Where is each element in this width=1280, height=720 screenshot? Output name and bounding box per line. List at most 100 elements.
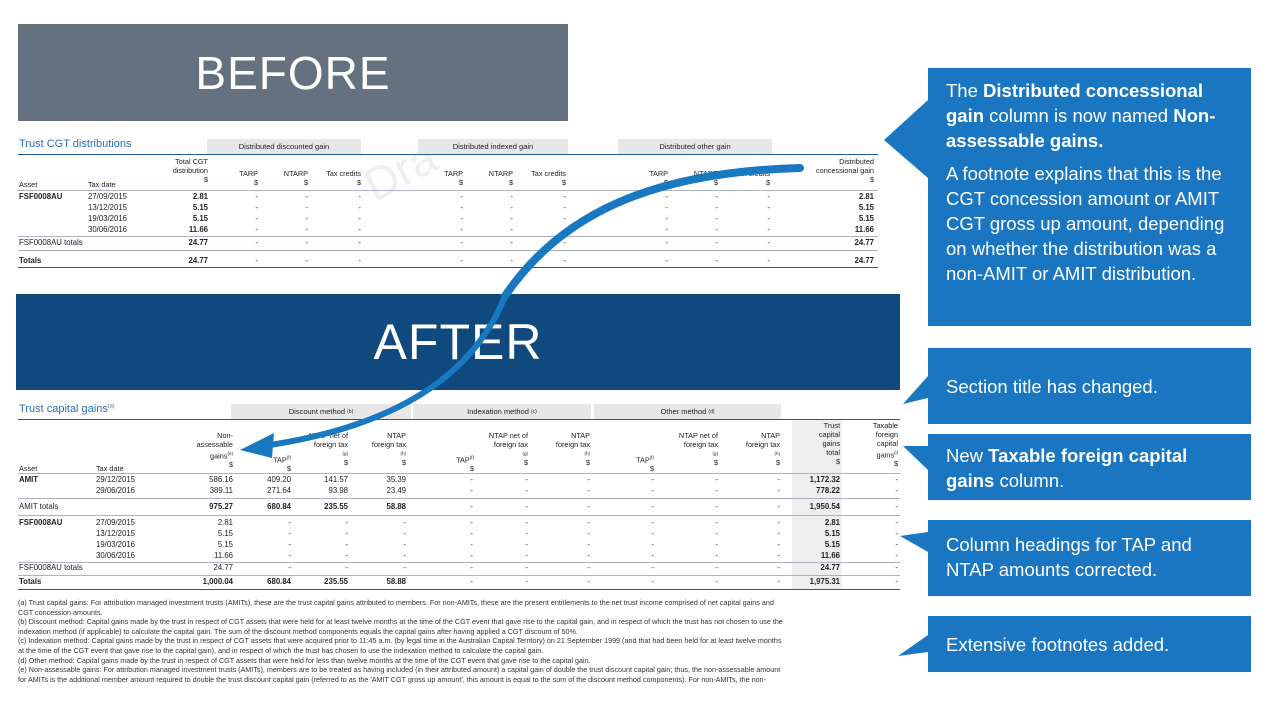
after-row-dash: - [651,502,654,511]
callout-1: The Distributed concessional gain column… [928,68,1251,326]
before-row-dash: - [767,225,770,234]
after-row-tap: 680.84 [267,577,291,586]
after-row-dash: - [587,529,590,538]
before-subtotal-label: FSF0008AU totals [19,238,83,247]
footnote-line: (c) Indexation method: Capital gains mad… [18,636,782,646]
after-row-trust-total: 1,975.31 [809,577,840,586]
before-subtotal-dash: - [767,238,770,247]
after-row-dash: - [470,529,473,538]
before-row-total: 11.66 [188,225,208,234]
after-table-title: Trust capital gains(a) [19,403,115,415]
after-row-dash: - [777,563,780,572]
after-row-taxable-foreign: - [895,529,898,538]
callout-3-pointer [903,446,928,470]
after-row-date: 19/03/2016 [96,540,136,549]
after-row-ntap-net: 141.57 [324,475,348,484]
before-row-distributed: 5.15 [858,214,874,223]
before-row-total: 5.15 [192,203,208,212]
before-row-dash: - [665,225,668,234]
before-row-dash: - [460,192,463,201]
after-header-asset: Asset [19,464,38,473]
after-banner: AFTER [16,294,900,390]
before-totals-dash: - [665,256,668,265]
before-totals-total: 24.77 [188,256,208,265]
after-row-trust-total: 24.77 [820,563,840,572]
after-row-taxable-foreign: - [895,540,898,549]
before-row-dash: - [715,203,718,212]
before-header-tarp-1: TARP $ [239,169,258,187]
after-row-dash: - [777,486,780,495]
before-row-distributed: 11.66 [854,225,874,234]
before-totals-distributed: 24.77 [854,256,874,265]
after-row-dash: - [715,486,718,495]
footnotes: (a) Trust capital gains: For attribution… [18,598,900,694]
before-row-total: 2.81 [192,192,208,201]
footnote-line: indexation method (if applicable) to cal… [18,626,578,636]
after-row-dash: - [470,502,473,511]
after-row-dash: - [715,475,718,484]
after-row-dash: - [777,529,780,538]
after-row-dash: - [470,518,473,527]
before-subtotal-dash: - [460,238,463,247]
before-label: BEFORE [195,46,391,99]
before-row-date: 27/09/2015 [88,192,128,201]
footnote-line: (d) Other method: Capital gains made by … [18,655,591,665]
after-row-dash: - [587,475,590,484]
after-row-ntap: 58.88 [386,502,406,511]
after-row-dash: - [525,529,528,538]
before-header-tarp-3: TARP $ [649,169,668,187]
footnote-line: (b) Discount method: Capital gains made … [18,617,783,627]
before-row-dash: - [305,214,308,223]
before-row-dash: - [715,225,718,234]
after-row-dash: - [777,551,780,560]
before-row-dash: - [305,225,308,234]
before-header-distributed-concessional: Distributed concessional gain $ [815,157,874,184]
after-row-ntap-net: - [345,551,348,560]
before-group-other: Distributed other gain [618,139,772,154]
callout-1-pointer [884,100,928,178]
after-row-dash: - [777,475,780,484]
after-row-dash: - [525,518,528,527]
after-row-ntap: - [403,540,406,549]
before-totals-dash: - [460,256,463,265]
before-row-dash: - [510,225,513,234]
after-row-dash: - [715,540,718,549]
after-row-trust-total: 11.66 [820,551,840,560]
after-row-dash: - [470,486,473,495]
before-totals-dash: - [255,256,258,265]
after-row-dash: - [715,551,718,560]
after-row-taxable-foreign: - [895,475,898,484]
after-header-ntap-2: NTAP foreign tax (h) $ [555,431,590,467]
after-row-dash: - [715,563,718,572]
before-row-dash: - [767,192,770,201]
after-row-nonassessable: 1,000.04 [202,577,233,586]
after-row-dash: - [587,518,590,527]
callout-5: Extensive footnotes added. [928,616,1251,672]
after-row-ntap-net: 93.98 [328,486,348,495]
before-header-ntarp-3: NTARP $ [693,169,718,187]
after-row-dash: - [525,577,528,586]
after-table: Trust capital gains(a) Discount method (… [18,401,900,591]
after-row-ntap-net: - [345,540,348,549]
after-row-dash: - [525,486,528,495]
after-header-ntap-1: NTAP foreign tax (h) $ [371,431,406,467]
after-header-tap-3: TAP(f) $ [636,455,654,474]
after-row-dash: - [651,540,654,549]
before-subtotal-distributed: 24.77 [854,238,874,247]
after-label: AFTER [373,314,543,370]
after-row-ntap-net: - [345,529,348,538]
after-row-dash: - [651,563,654,572]
before-header-ntarp-1: NTARP $ [283,169,308,187]
after-header-trust-capital-gains-total: Trust capital gains total $ [818,421,840,466]
after-row-date: 13/12/2015 [96,529,136,538]
after-row-dash: - [525,563,528,572]
after-row-dash: - [777,518,780,527]
footnote-line: (a) Trust capital gains: For attribution… [18,598,774,607]
footnote-line: at the time of the CGT event that gave r… [18,645,544,655]
before-subtotal-dash: - [510,238,513,247]
before-row-distributed: 2.81 [858,192,874,201]
after-row-taxable-foreign: - [895,551,898,560]
after-row-nonassessable: 5.15 [217,540,233,549]
before-row-dash: - [460,214,463,223]
before-totals-dash: - [563,256,566,265]
